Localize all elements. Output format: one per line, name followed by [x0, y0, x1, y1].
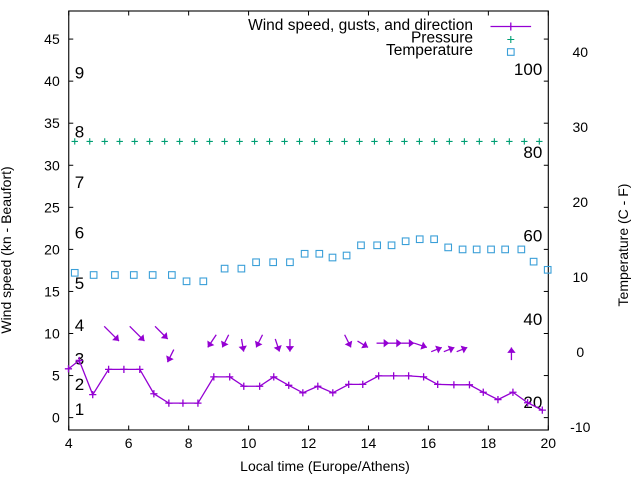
svg-text:6: 6 — [75, 224, 84, 243]
svg-text:100: 100 — [514, 60, 542, 79]
svg-text:40: 40 — [523, 310, 542, 329]
svg-text:16: 16 — [421, 435, 437, 451]
svg-text:40: 40 — [44, 73, 60, 89]
svg-text:35: 35 — [44, 115, 60, 131]
svg-text:Temperature (C - F): Temperature (C - F) — [615, 184, 631, 307]
svg-text:10: 10 — [573, 269, 589, 285]
svg-text:20: 20 — [573, 194, 589, 210]
svg-text:14: 14 — [361, 435, 377, 451]
svg-text:10: 10 — [44, 326, 60, 342]
svg-text:20: 20 — [541, 435, 557, 451]
svg-text:0: 0 — [52, 410, 60, 426]
svg-text:2: 2 — [75, 375, 84, 394]
svg-text:30: 30 — [573, 119, 589, 135]
svg-text:45: 45 — [44, 31, 60, 47]
svg-text:Local time (Europe/Athens): Local time (Europe/Athens) — [240, 458, 410, 474]
svg-text:8: 8 — [75, 123, 84, 142]
svg-text:6: 6 — [125, 435, 133, 451]
svg-text:-10: -10 — [570, 419, 590, 435]
svg-text:80: 80 — [523, 143, 542, 162]
svg-text:7: 7 — [75, 173, 84, 192]
svg-text:Temperature: Temperature — [386, 42, 473, 59]
svg-text:10: 10 — [241, 435, 257, 451]
svg-text:8: 8 — [185, 435, 193, 451]
svg-text:4: 4 — [65, 435, 73, 451]
svg-text:25: 25 — [44, 199, 60, 215]
svg-text:20: 20 — [44, 241, 60, 257]
svg-text:18: 18 — [481, 435, 497, 451]
svg-text:30: 30 — [44, 157, 60, 173]
svg-text:12: 12 — [301, 435, 317, 451]
svg-text:60: 60 — [523, 227, 542, 246]
svg-text:15: 15 — [44, 283, 60, 299]
svg-text:5: 5 — [52, 368, 60, 384]
svg-text:5: 5 — [75, 274, 84, 293]
svg-text:1: 1 — [75, 400, 84, 419]
svg-text:9: 9 — [75, 64, 84, 83]
svg-text:40: 40 — [573, 44, 589, 60]
svg-text:4: 4 — [75, 316, 84, 335]
svg-text:Wind speed (kn - Beaufort): Wind speed (kn - Beaufort) — [0, 166, 14, 333]
svg-text:0: 0 — [576, 344, 584, 360]
